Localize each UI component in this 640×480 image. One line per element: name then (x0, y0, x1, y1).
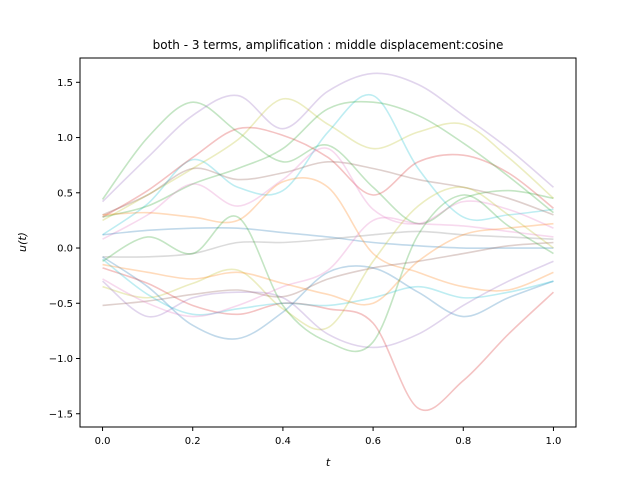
y-axis: −1.5 −1.0 −0.5 0.0 0.5 1.0 1.5 (49, 78, 80, 420)
series-line-19 (102, 216, 554, 318)
x-tick-label: 1.0 (546, 436, 562, 447)
chart-title: both - 3 terms, amplification : middle d… (153, 38, 504, 52)
series-line-16 (102, 267, 554, 411)
x-tick-label: 0.6 (365, 436, 381, 447)
x-tick-label: 0.4 (275, 436, 291, 447)
plot-lines (101, 72, 554, 411)
series-line-1 (101, 101, 554, 225)
series-line-6 (102, 100, 554, 218)
x-tick-label: 0.2 (185, 436, 201, 447)
y-tick-label: 1.5 (57, 78, 73, 89)
series-line-5 (102, 126, 554, 218)
y-tick-label: 1.0 (57, 133, 73, 144)
series-line-9 (102, 226, 554, 249)
series-line-20 (102, 222, 554, 306)
series-line-18 (102, 258, 554, 316)
series-line-14 (102, 260, 554, 349)
series-line-15 (102, 241, 554, 307)
series-line-11 (102, 230, 554, 258)
series-line-10 (102, 177, 554, 292)
series-line-13 (102, 256, 554, 340)
y-axis-label: u(t) (16, 232, 29, 252)
plot-frame (79, 57, 577, 428)
y-tick-label: −0.5 (49, 299, 73, 310)
x-tick-label: 0.8 (455, 436, 471, 447)
x-tick-label: 0.0 (95, 436, 111, 447)
series-line-2 (101, 72, 554, 203)
y-tick-label: −1.5 (49, 409, 73, 420)
x-axis: 0.0 0.2 0.4 0.6 0.8 1.0 (95, 427, 562, 447)
series-line-17 (102, 194, 554, 353)
y-tick-label: 0.5 (57, 188, 73, 199)
y-tick-label: −1.0 (49, 354, 73, 365)
series-line-3 (102, 98, 554, 222)
series-line-12 (102, 186, 554, 331)
series-line-7 (102, 161, 554, 216)
x-axis-label: t (326, 456, 331, 469)
series-line-8 (102, 147, 554, 240)
series-line-4 (102, 93, 554, 236)
y-tick-label: 0.0 (57, 244, 73, 255)
